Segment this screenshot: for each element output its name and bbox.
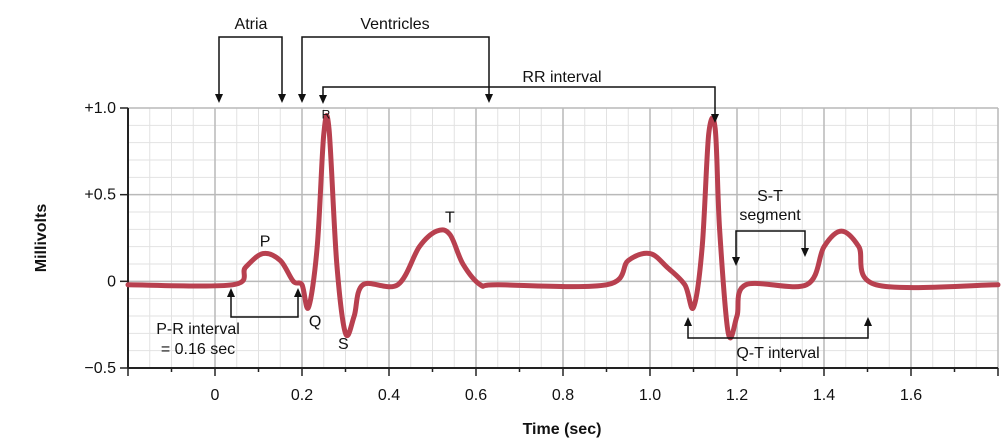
arrowhead-down [732, 257, 740, 266]
arrowhead-up [227, 288, 235, 297]
x-tick-label: 1.0 [639, 387, 661, 404]
arrowhead-up [294, 288, 302, 297]
st-segment-label-line1: S-T [757, 188, 783, 205]
x-tick-label: 0.8 [552, 387, 574, 404]
y-tick-label: 0 [107, 273, 116, 290]
x-tick-label: 0.6 [465, 387, 487, 404]
y-axis-label: Millivolts [33, 204, 50, 273]
arrowhead-up [684, 317, 692, 326]
arrowheads [215, 94, 872, 326]
atria-label: Atria [235, 16, 268, 33]
atria-bracket [218, 36, 283, 96]
arrowhead-down [485, 94, 493, 103]
pr-interval-label-line2: = 0.16 sec [161, 341, 235, 358]
rr-interval-label: RR interval [522, 69, 601, 86]
pr-interval-label-line1: P-R interval [156, 321, 240, 338]
arrowhead-down [801, 248, 809, 257]
y-tick-label: +0.5 [84, 187, 116, 204]
st-segment-bracket [735, 230, 806, 258]
qt-interval-label: Q-T interval [736, 345, 819, 362]
arrowhead-down [215, 94, 223, 103]
x-tick-label: 1.2 [726, 387, 748, 404]
ecg-trace-line [125, 113, 1001, 341]
x-tick-label: 0.2 [291, 387, 313, 404]
arrowhead-up [864, 317, 872, 326]
arrowhead-down [711, 114, 719, 123]
y-tick-label: +1.0 [84, 100, 116, 117]
wave-label-s: S [338, 336, 349, 353]
x-tick-label: 1.6 [900, 387, 922, 404]
wave-label-q: Q [309, 313, 321, 330]
arrowhead-down [319, 95, 327, 104]
arrowhead-down [278, 94, 286, 103]
x-axis-label: Time (sec) [523, 421, 602, 438]
y-tick-label: −0.5 [84, 360, 116, 377]
arrowhead-down [298, 94, 306, 103]
ventricles-label: Ventricles [360, 16, 429, 33]
wave-labels: P Q R S T [260, 107, 455, 353]
ventricles-bracket [301, 36, 490, 96]
rr-interval-bracket [322, 86, 716, 116]
qt-interval-bracket [687, 325, 869, 339]
st-segment-label-line2: segment [739, 207, 801, 224]
pr-interval-bracket [230, 296, 299, 318]
x-ticks: 0 0.2 0.4 0.6 0.8 1.0 1.2 1.4 1.6 [127, 368, 999, 404]
wave-label-r: R [322, 107, 331, 121]
x-tick-label: 0 [211, 387, 220, 404]
x-tick-label: 1.4 [813, 387, 835, 404]
x-tick-label: 0.4 [378, 387, 400, 404]
y-ticks: +1.0 +0.5 0 −0.5 [84, 100, 128, 377]
interval-brackets [218, 36, 869, 339]
wave-label-p: P [260, 234, 271, 251]
wave-label-t: T [445, 209, 455, 226]
